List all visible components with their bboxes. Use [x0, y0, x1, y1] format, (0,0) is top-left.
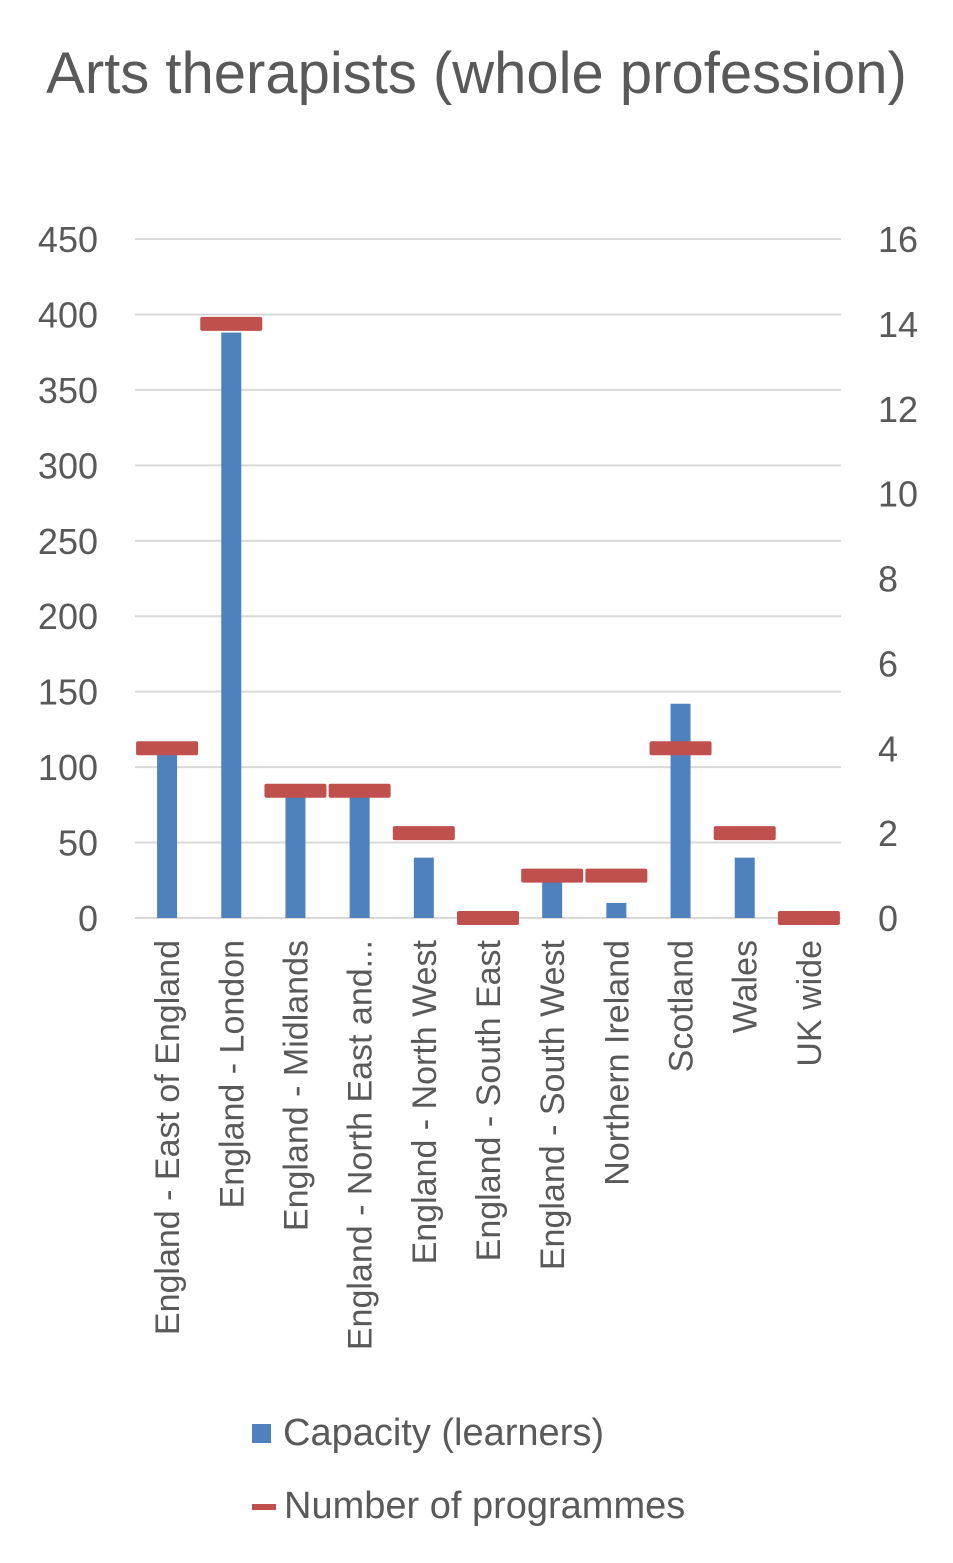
y-right-tick-label: 10: [878, 474, 918, 515]
programme-marker: [585, 868, 648, 883]
y-left-tick-label: 200: [38, 596, 98, 637]
bar: [221, 332, 242, 918]
y-right-tick-label: 12: [878, 389, 918, 430]
x-tick-label: England - Midlands: [277, 940, 315, 1231]
bar: [285, 797, 306, 918]
x-tick-label: England - North East and...: [342, 940, 380, 1350]
bar: [542, 881, 563, 918]
bar: [157, 755, 178, 918]
y-left-tick-label: 250: [38, 521, 98, 562]
y-right-tick-label: 6: [878, 643, 898, 684]
programme-marker: [136, 741, 199, 756]
y-left-tick-label: 150: [38, 672, 98, 713]
legend-item-capacity: Capacity (learners): [252, 1412, 604, 1455]
y-left-tick-label: 450: [38, 219, 98, 260]
programme-marker: [713, 826, 776, 841]
legend-item-programmes: Number of programmes: [252, 1485, 685, 1528]
y-right-tick-label: 0: [878, 898, 898, 939]
y-left-tick-label: 300: [38, 445, 98, 486]
bar: [670, 703, 691, 918]
x-tick-label: England - South East: [470, 939, 508, 1261]
programme-marker: [392, 826, 455, 841]
y-right-tick-label: 2: [878, 813, 898, 854]
y-left-tick-label: 100: [38, 747, 98, 788]
y-right-tick-label: 4: [878, 728, 898, 769]
x-tick-label: Scotland: [663, 940, 701, 1072]
legend-label: Number of programmes: [284, 1485, 686, 1527]
bar: [349, 797, 370, 918]
programme-marker: [200, 316, 263, 331]
x-tick-label: Northern Ireland: [598, 940, 636, 1186]
x-tick-label: Wales: [727, 940, 765, 1033]
x-tick-label: England - South West: [534, 939, 572, 1270]
programme-marker: [264, 783, 327, 798]
y-right-tick-label: 16: [878, 219, 918, 260]
bar: [413, 857, 434, 918]
programme-marker: [457, 911, 519, 925]
y-right-tick-label: 8: [878, 559, 898, 600]
x-tick-label: England - London: [213, 940, 251, 1208]
programme-marker: [777, 911, 840, 925]
x-tick-label: UK wide: [791, 940, 829, 1067]
y-left-tick-label: 400: [38, 294, 98, 335]
programme-marker: [328, 783, 391, 798]
programme-marker: [649, 741, 712, 756]
x-tick-label: England - East of England: [149, 940, 187, 1335]
programme-marker: [521, 868, 584, 883]
legend-swatch-marker: [252, 1503, 276, 1510]
y-left-tick-label: 350: [38, 370, 98, 411]
y-left-tick-label: 50: [58, 823, 98, 864]
chart-title: Arts therapists (whole profession): [46, 41, 907, 106]
bar: [734, 857, 755, 918]
y-left-tick-label: 0: [78, 898, 98, 939]
legend-label: Capacity (learners): [283, 1412, 604, 1454]
y-right-tick-label: 14: [878, 304, 918, 345]
legend-swatch-bar: [252, 1424, 271, 1443]
bar: [606, 902, 627, 918]
x-tick-label: England - North West: [406, 939, 444, 1264]
